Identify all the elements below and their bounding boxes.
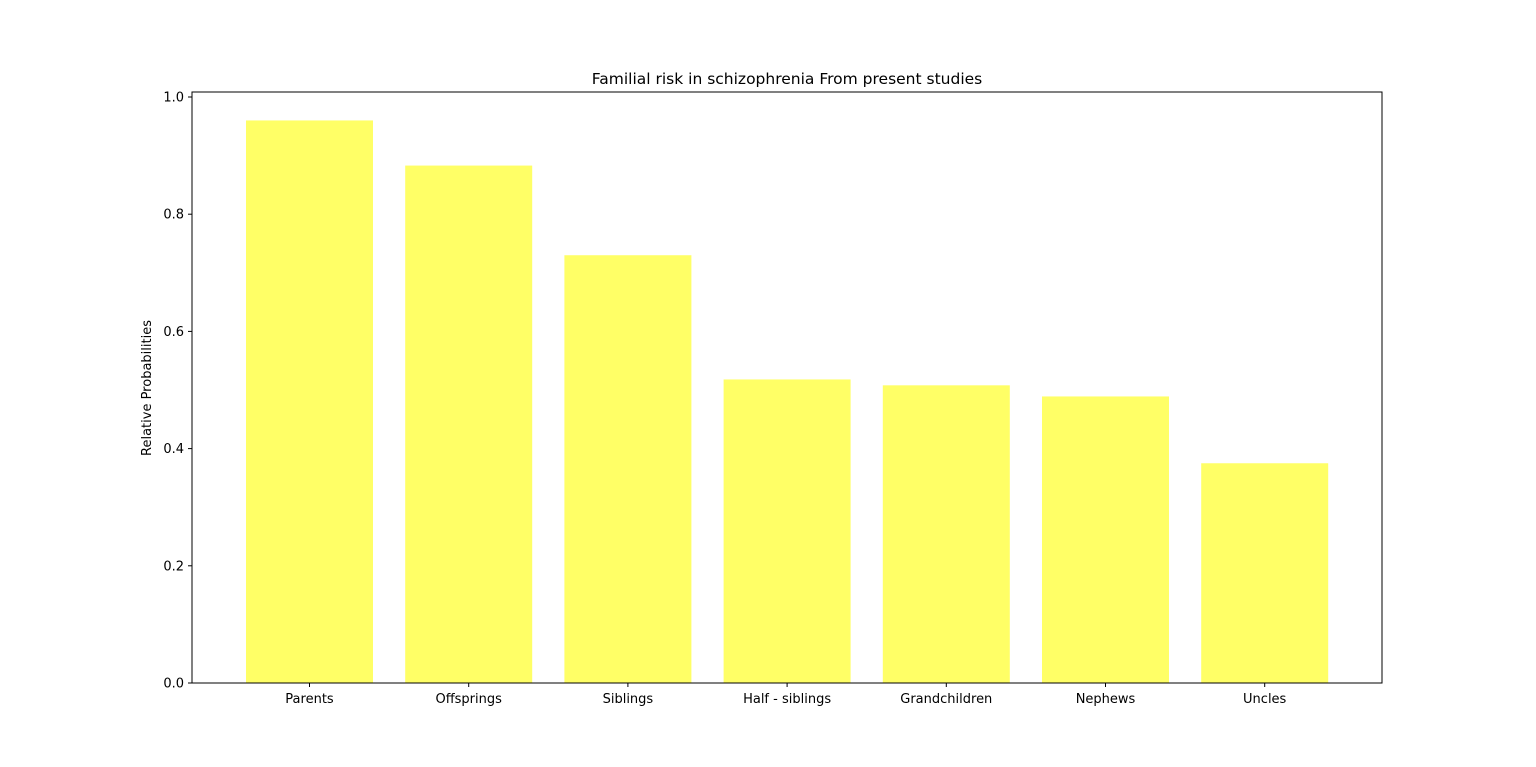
x-tick-label: Grandchildren (900, 692, 992, 707)
bars-group (246, 120, 1329, 683)
bar-grandchildren (882, 385, 1010, 683)
bar-parents (246, 120, 373, 683)
y-axis-label: Relative Probabilities (140, 320, 155, 456)
x-tick-label: Nephews (1076, 692, 1136, 707)
y-axis: 0.0 0.2 0.4 0.6 0.8 1.0 (163, 91, 192, 692)
x-tick-label: Half - siblings (743, 692, 831, 707)
bar-uncles (1201, 463, 1329, 683)
bar-nephews (1042, 396, 1169, 683)
y-tick-label: 0.2 (163, 559, 184, 574)
x-axis: Parents Offsprings Siblings Half - siblings… (285, 683, 1287, 707)
x-tick-label: Parents (285, 692, 334, 707)
x-tick-label: Uncles (1243, 692, 1287, 707)
bar-siblings (564, 255, 692, 683)
x-tick-label: Siblings (603, 692, 654, 707)
y-tick-label: 1.0 (163, 91, 184, 106)
y-tick-label: 0.0 (163, 677, 184, 692)
y-tick-label: 0.8 (163, 208, 184, 223)
bar-offsprings (405, 165, 533, 683)
bar-half-siblings (723, 379, 851, 683)
y-tick-label: 0.6 (163, 325, 184, 340)
x-tick-label: Offsprings (435, 692, 502, 707)
chart-title: Familial risk in schizophrenia From pres… (592, 70, 983, 88)
y-tick-label: 0.4 (163, 442, 184, 457)
